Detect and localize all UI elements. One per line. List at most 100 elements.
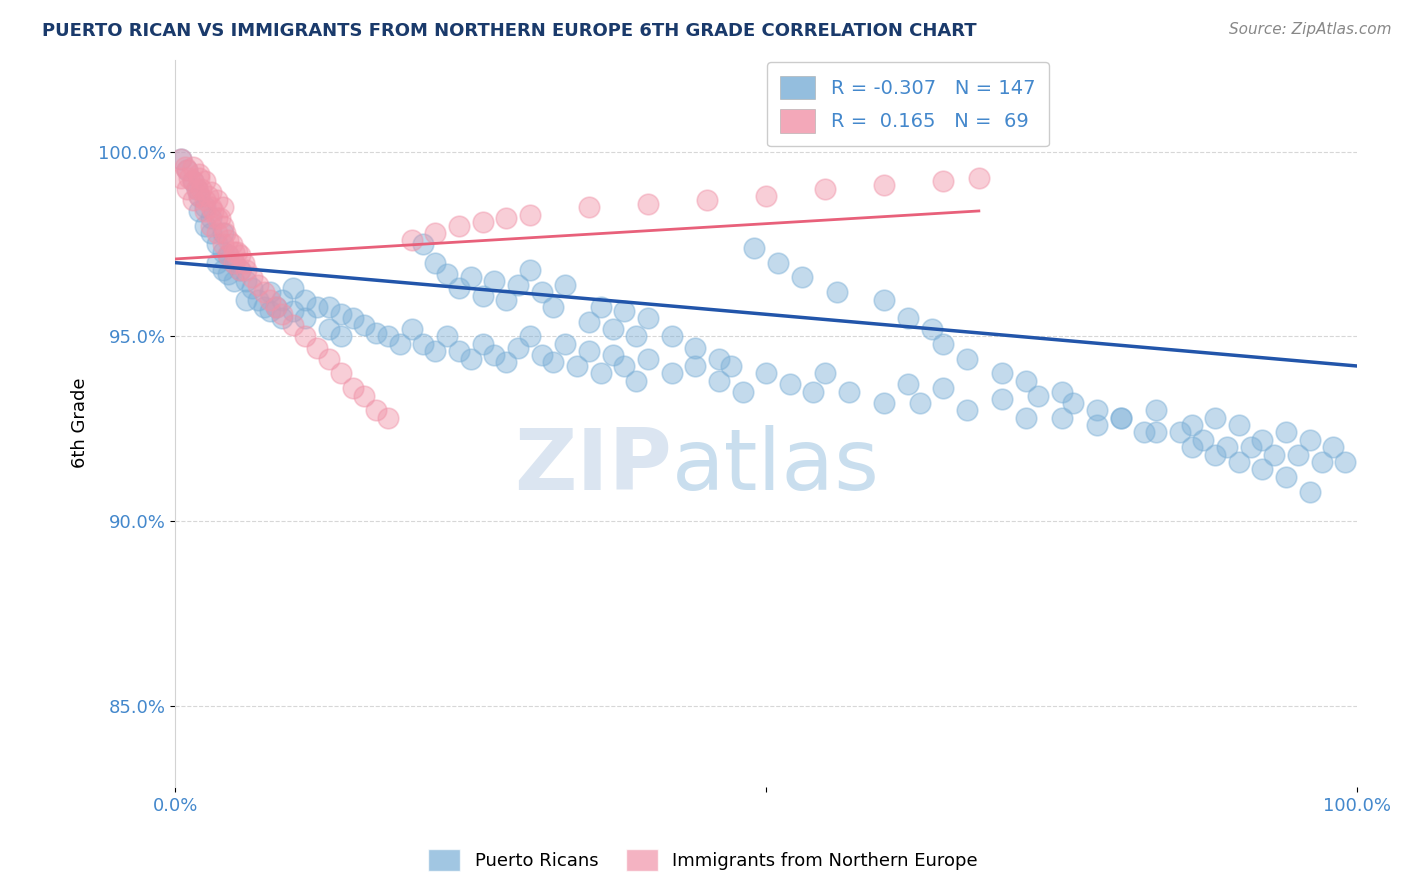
Point bbox=[1062, 396, 1084, 410]
Point bbox=[814, 367, 837, 381]
Point bbox=[217, 248, 239, 262]
Point bbox=[543, 300, 565, 314]
Point bbox=[1227, 418, 1250, 433]
Y-axis label: 6th Grade: 6th Grade bbox=[72, 378, 89, 468]
Point bbox=[240, 270, 263, 285]
Point bbox=[1015, 410, 1038, 425]
Point bbox=[187, 203, 209, 218]
Point bbox=[318, 351, 340, 366]
Point bbox=[838, 384, 860, 399]
Point bbox=[270, 311, 292, 326]
Point bbox=[495, 211, 517, 226]
Point bbox=[1299, 484, 1322, 499]
Point bbox=[187, 167, 209, 181]
Point bbox=[779, 377, 801, 392]
Point bbox=[377, 329, 399, 343]
Point bbox=[247, 293, 270, 307]
Point bbox=[447, 219, 470, 233]
Point bbox=[1334, 455, 1357, 469]
Point bbox=[342, 311, 364, 326]
Point bbox=[211, 263, 233, 277]
Point bbox=[194, 174, 217, 188]
Point bbox=[214, 226, 236, 240]
Point bbox=[1192, 433, 1215, 447]
Point bbox=[264, 300, 287, 314]
Point bbox=[283, 318, 305, 333]
Point bbox=[803, 384, 825, 399]
Point bbox=[294, 293, 316, 307]
Point bbox=[1251, 462, 1274, 476]
Point bbox=[187, 189, 209, 203]
Text: ZIP: ZIP bbox=[513, 425, 672, 508]
Point bbox=[217, 267, 239, 281]
Point bbox=[991, 367, 1014, 381]
Point bbox=[253, 300, 276, 314]
Point bbox=[1263, 448, 1285, 462]
Point bbox=[755, 189, 778, 203]
Point bbox=[294, 311, 316, 326]
Point bbox=[224, 274, 246, 288]
Point bbox=[170, 170, 193, 185]
Point bbox=[436, 329, 458, 343]
Point bbox=[200, 186, 222, 200]
Point bbox=[283, 303, 305, 318]
Point bbox=[307, 341, 329, 355]
Point bbox=[589, 300, 612, 314]
Point bbox=[259, 285, 281, 300]
Point bbox=[353, 388, 375, 402]
Point bbox=[707, 374, 730, 388]
Point bbox=[187, 189, 209, 203]
Point bbox=[484, 274, 506, 288]
Point bbox=[202, 203, 225, 218]
Point bbox=[1322, 440, 1344, 454]
Point bbox=[484, 348, 506, 362]
Point bbox=[211, 219, 233, 233]
Point bbox=[1204, 448, 1226, 462]
Point bbox=[460, 351, 482, 366]
Point bbox=[908, 396, 931, 410]
Point bbox=[956, 403, 979, 417]
Point bbox=[956, 351, 979, 366]
Point bbox=[1227, 455, 1250, 469]
Point bbox=[1299, 433, 1322, 447]
Point bbox=[353, 318, 375, 333]
Point bbox=[259, 293, 281, 307]
Point bbox=[329, 367, 352, 381]
Point bbox=[205, 237, 228, 252]
Point bbox=[224, 255, 246, 269]
Point bbox=[1015, 374, 1038, 388]
Point bbox=[873, 178, 896, 193]
Point bbox=[897, 377, 920, 392]
Point bbox=[530, 348, 553, 362]
Point bbox=[235, 274, 257, 288]
Point bbox=[589, 367, 612, 381]
Point bbox=[221, 237, 243, 252]
Point bbox=[205, 211, 228, 226]
Point bbox=[1133, 425, 1156, 440]
Point bbox=[578, 344, 600, 359]
Point bbox=[1275, 425, 1298, 440]
Point bbox=[471, 336, 494, 351]
Point bbox=[209, 211, 232, 226]
Point bbox=[1050, 410, 1073, 425]
Point bbox=[270, 307, 292, 321]
Point bbox=[1204, 410, 1226, 425]
Point bbox=[1180, 418, 1202, 433]
Point bbox=[170, 153, 193, 167]
Point bbox=[194, 193, 217, 207]
Point bbox=[471, 215, 494, 229]
Text: atlas: atlas bbox=[672, 425, 880, 508]
Point bbox=[176, 163, 198, 178]
Point bbox=[229, 248, 252, 262]
Point bbox=[186, 182, 208, 196]
Point bbox=[283, 281, 305, 295]
Point bbox=[307, 300, 329, 314]
Point bbox=[637, 196, 659, 211]
Point bbox=[176, 182, 198, 196]
Point bbox=[731, 384, 754, 399]
Point bbox=[235, 293, 257, 307]
Point bbox=[211, 244, 233, 259]
Point bbox=[197, 189, 219, 203]
Point bbox=[543, 355, 565, 369]
Point bbox=[173, 160, 195, 174]
